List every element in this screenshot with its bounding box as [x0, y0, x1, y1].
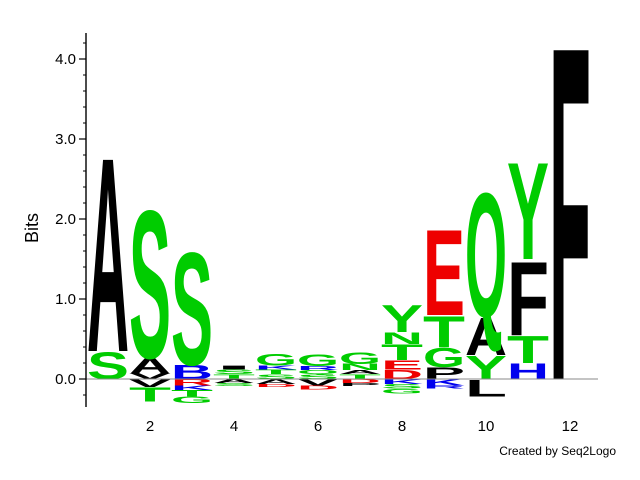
logo-letter-F: F	[549, 0, 591, 480]
logo-letter-Y: Y	[465, 349, 507, 387]
logo-letter-Y: Y	[507, 133, 549, 289]
logo-letter-V: V	[129, 377, 171, 390]
logo-letter-R: R	[171, 377, 213, 387]
y-axis-label: Bits	[22, 213, 42, 243]
logo-letter-S: S	[87, 345, 129, 388]
y-tick-label: 4.0	[55, 51, 76, 68]
y-tick-label: 1.0	[55, 291, 76, 308]
logo-letter-B: B	[171, 362, 213, 384]
logo-letter-G: G	[381, 388, 423, 395]
logo-letter-P: P	[423, 364, 465, 383]
logo-letter-A: A	[465, 306, 507, 366]
logo-letter-T: T	[255, 368, 297, 375]
letter-stacks: SA VASVTBSRKTGTSIASSTKGADSQRGVDTANGDPDETN…	[86, 0, 598, 480]
logo-letter-R: R	[297, 365, 339, 371]
logo-letter-T: T	[381, 340, 423, 365]
logo-letter-G: G	[297, 352, 339, 370]
logo-letter-T: T	[129, 383, 171, 406]
logo-letter-A: A	[255, 378, 297, 385]
logo-letter-T: T	[423, 308, 465, 357]
logo-letter-S: S	[129, 168, 171, 404]
logo-letter-S: S	[213, 382, 255, 387]
logo-letter-R: R	[423, 385, 465, 390]
logo-letter-D: D	[381, 367, 423, 382]
logo-letter-A: A	[339, 369, 381, 375]
logo-letter-G: G	[423, 342, 465, 373]
logo-letter-A: A	[213, 378, 255, 384]
logo-letter-T: T	[339, 373, 381, 380]
logo-letter-Q: Q	[465, 156, 507, 355]
logo-letter-E: E	[423, 204, 465, 341]
logo-letter-K: K	[171, 384, 213, 391]
logo-letter-D: D	[297, 384, 339, 390]
logo-letter-N: N	[381, 329, 423, 348]
logo-letter-T: T	[171, 389, 213, 399]
logo-letter-D: D	[255, 383, 297, 388]
logo-letter-N: N	[339, 362, 381, 372]
logo-letter-S: S	[297, 373, 339, 380]
logo-letter-S: S	[171, 218, 213, 398]
logo-letter-K: K	[255, 364, 297, 370]
logo-letter-T: T	[507, 327, 549, 371]
logo-letter-V: V	[129, 372, 171, 381]
logo-letter-S: S	[213, 368, 255, 375]
logo-letter-L: L	[465, 374, 507, 401]
logo-letter-G: G	[255, 351, 297, 369]
x-tick-label: 10	[478, 418, 495, 435]
x-tick-label: 8	[398, 418, 406, 435]
logo-letter-S: S	[381, 383, 423, 390]
y-tick-label: 0.0	[55, 371, 76, 388]
y-tick-label: 2.0	[55, 211, 76, 228]
logo-letter-Q: Q	[297, 369, 339, 375]
logo-letter-V: V	[297, 377, 339, 387]
x-tick-label: 12	[562, 418, 579, 435]
logo-letter-E: E	[381, 357, 423, 372]
logo-letter-G: G	[339, 349, 381, 367]
logo-letter-K: K	[423, 377, 465, 387]
x-tick-label: 4	[230, 418, 238, 435]
logo-letter-G: G	[171, 395, 213, 405]
y-tick-label: 3.0	[55, 131, 76, 148]
logo-letter-K: K	[381, 378, 423, 385]
logo-letter-Y: Y	[381, 298, 423, 341]
y-axis: 0.0 1.0 2.0 3.0 4.0	[55, 33, 87, 407]
x-tick-label: 6	[314, 418, 322, 435]
logo-letter-T: T	[213, 373, 255, 380]
logo-letter-I: I	[213, 364, 255, 370]
logo-letter-H: H	[507, 359, 549, 384]
logo-letter-P: P	[339, 382, 381, 387]
logo-letter-F: F	[507, 239, 549, 358]
logo-letter-A: A	[129, 354, 171, 379]
logo-letter-S: S	[255, 373, 297, 380]
logo-letter-A: A	[87, 99, 129, 410]
x-tick-label: 2	[146, 418, 154, 435]
x-axis-ticks: 2 4 6 8 10 12	[146, 418, 579, 435]
logo-letter-D: D	[339, 378, 381, 384]
credit-text: Created by Seq2Logo	[499, 444, 616, 458]
